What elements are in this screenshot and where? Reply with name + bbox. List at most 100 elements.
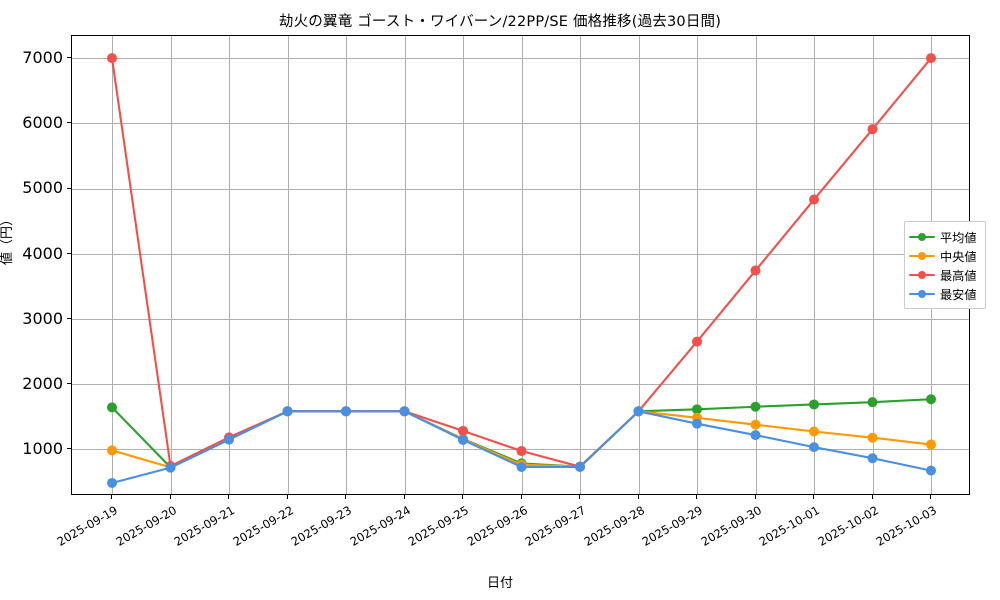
x-tick-mark <box>579 495 580 499</box>
x-tick-mark <box>345 495 346 499</box>
x-tick-label: 2025-09-19 <box>54 503 120 549</box>
y-tick-mark <box>67 382 71 384</box>
x-tick-mark <box>813 495 814 499</box>
legend-item-中央値[interactable]: 中央値 <box>909 246 980 265</box>
data-point <box>867 397 878 408</box>
chart-legend: 平均値中央値最高値最安値 <box>904 221 986 309</box>
gridline-vertical <box>580 36 581 494</box>
y-tick-mark <box>67 187 71 189</box>
plot-area <box>71 35 970 495</box>
gridline-vertical <box>872 36 874 494</box>
data-point <box>867 124 878 135</box>
data-point <box>341 406 351 417</box>
gridline-horizontal <box>72 383 969 385</box>
y-tick-mark <box>67 252 71 254</box>
data-point <box>107 53 117 64</box>
y-tick-label: 4000 <box>22 243 63 263</box>
legend-swatch-icon <box>909 288 935 300</box>
x-tick-mark <box>520 495 522 499</box>
y-tick-label: 2000 <box>22 373 63 393</box>
legend-label: 中央値 <box>940 249 977 264</box>
x-axis-label: 日付 <box>486 576 513 591</box>
y-tick-label: 6000 <box>22 113 63 133</box>
x-tick-mark <box>637 495 639 499</box>
legend-label: 平均値 <box>940 230 977 245</box>
data-point <box>633 406 644 417</box>
y-tick-label: 1000 <box>22 439 63 459</box>
legend-item-最安値[interactable]: 最安値 <box>909 284 980 303</box>
data-point <box>692 404 702 415</box>
data-point <box>926 394 936 405</box>
data-point <box>692 336 702 347</box>
gridline-vertical <box>814 36 815 494</box>
legend-swatch-icon <box>909 269 935 281</box>
y-tick-mark <box>67 448 71 450</box>
data-point <box>926 53 936 64</box>
y-tick-mark <box>67 122 71 124</box>
gridline-horizontal <box>72 188 969 190</box>
legend-item-最高値[interactable]: 最高値 <box>909 265 980 284</box>
x-tick-mark <box>403 495 405 499</box>
data-point <box>458 434 468 445</box>
series-最高値 <box>107 53 936 472</box>
y-tick-label: 5000 <box>22 178 63 198</box>
data-point <box>516 462 527 473</box>
data-point <box>575 462 585 473</box>
x-tick-mark <box>696 495 697 499</box>
gridline-horizontal <box>72 253 969 255</box>
gridline-vertical <box>638 36 640 494</box>
legend-swatch-icon <box>909 231 935 243</box>
data-point <box>809 194 819 205</box>
gridline-vertical <box>170 36 172 494</box>
gridline-vertical <box>463 36 464 494</box>
data-point <box>516 446 527 457</box>
data-point <box>809 426 819 437</box>
data-point <box>750 265 761 276</box>
data-point <box>809 442 819 453</box>
legend-swatch-icon <box>909 250 935 262</box>
gridline-vertical <box>755 36 757 494</box>
legend-label: 最高値 <box>940 268 977 283</box>
y-tick-label: 7000 <box>22 48 63 68</box>
y-tick-label: 3000 <box>22 308 63 328</box>
data-point <box>107 402 117 413</box>
data-point <box>458 425 468 436</box>
gridline-vertical <box>229 36 230 494</box>
data-point <box>809 399 819 410</box>
data-point <box>224 434 234 445</box>
x-tick-mark <box>228 495 229 499</box>
y-tick-mark <box>67 57 71 59</box>
y-tick-mark <box>67 317 71 319</box>
data-point <box>867 453 878 464</box>
legend-item-平均値[interactable]: 平均値 <box>909 227 980 246</box>
chart-title: 劫火の翼竜 ゴースト・ワイバーン/22PP/SE 価格推移(過去30日間) <box>278 14 722 30</box>
data-point <box>867 432 878 443</box>
gridline-vertical <box>287 36 289 494</box>
x-tick-mark <box>286 495 288 499</box>
data-point <box>926 439 936 450</box>
series-line <box>110 398 933 469</box>
data-point <box>692 418 702 429</box>
gridline-vertical <box>697 36 698 494</box>
series-最安値 <box>107 406 936 488</box>
data-point <box>750 419 761 430</box>
x-tick-mark <box>111 495 112 499</box>
series-layer <box>107 53 936 488</box>
data-point <box>750 430 761 441</box>
data-point <box>107 477 117 488</box>
gridline-horizontal <box>72 318 969 320</box>
x-tick-mark <box>462 495 463 499</box>
gridline-vertical <box>112 36 113 494</box>
data-point <box>282 406 293 417</box>
data-point <box>926 465 936 476</box>
y-axis-label: 値（円） <box>0 212 15 265</box>
legend-label: 最安値 <box>940 287 977 302</box>
data-point <box>107 445 117 456</box>
x-tick-mark <box>930 495 931 499</box>
x-tick-mark <box>169 495 171 499</box>
x-tick-mark <box>754 495 756 499</box>
gridline-vertical <box>404 36 406 494</box>
gridline-horizontal <box>72 123 969 125</box>
gridline-vertical <box>346 36 347 494</box>
